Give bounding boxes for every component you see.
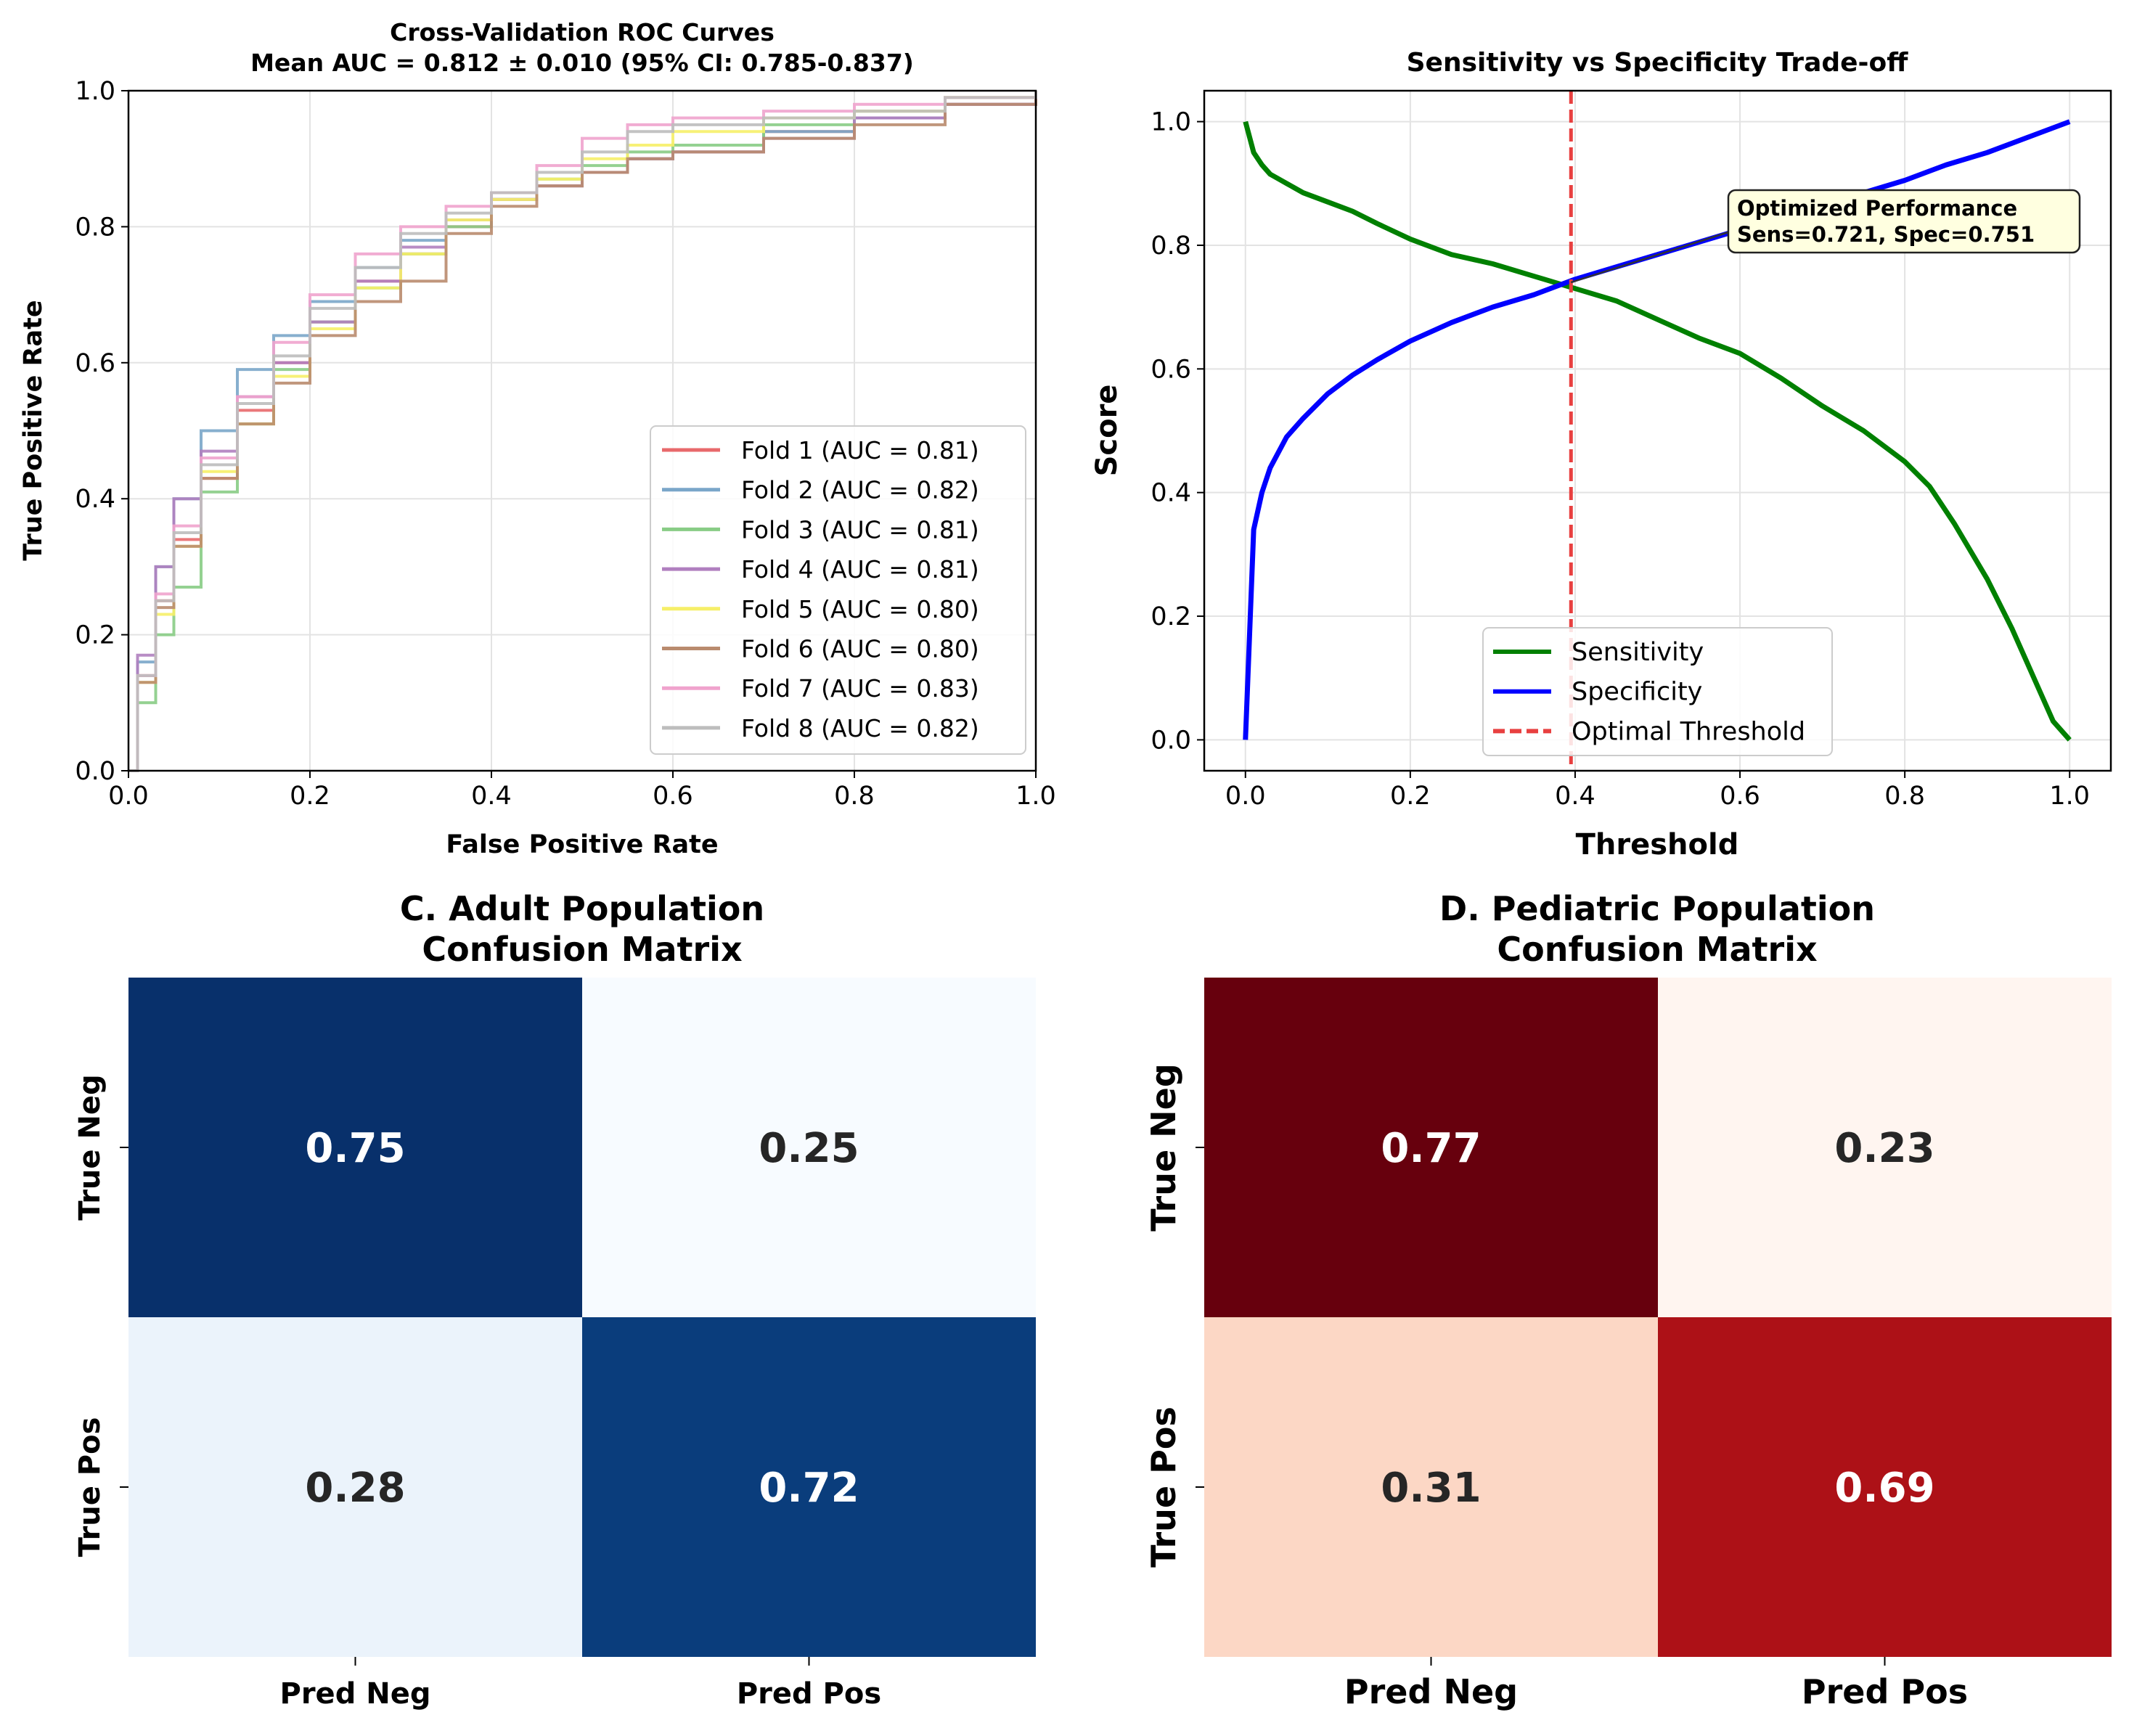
heatmap-cell: [1658, 1317, 2112, 1657]
heatmap-row-label: True Pos: [73, 1417, 107, 1557]
roc-y-axis-label: True Positive Rate: [19, 300, 48, 560]
roc-legend-label: Fold 4 (AUC = 0.81): [741, 555, 979, 584]
tradeoff-y-tick-label: 1.0: [1151, 108, 1191, 137]
heatmap-cell: [582, 1317, 1036, 1657]
heatmap-cell: [128, 1317, 582, 1657]
heatmap-col-label: Pred Neg: [1344, 1672, 1518, 1711]
roc-legend-label: Fold 2 (AUC = 0.82): [741, 476, 979, 504]
heatmap-col-label: Pred Neg: [280, 1677, 431, 1711]
roc-y-tick-label: 0.8: [75, 213, 115, 242]
pediatric-title-line2: Confusion Matrix: [1497, 930, 1817, 969]
adult-title-line1: C. Adult Population: [400, 889, 764, 928]
roc-plot-frame: [127, 89, 1037, 772]
tradeoff-x-tick-label: 0.0: [1225, 782, 1266, 811]
roc-ticks: 0.0 0.2 0.4 0.6 0.8 1.0 0.0 0.2 0.4 0.6 0.8 1.0: [75, 77, 1056, 811]
roc-legend-label: Fold 5 (AUC = 0.80): [741, 595, 979, 623]
roc-curve-fold-6: [128, 91, 1037, 772]
heatmap-cell: [128, 978, 582, 1317]
annotation: Optimized Performance Sens=0.721, Spec=0…: [1570, 189, 2081, 284]
heatmap-cell: [1658, 978, 2112, 1317]
tradeoff-curve-sensitivity: [1243, 120, 2072, 742]
roc-y-tick-label: 0.0: [75, 757, 115, 786]
heatmap-row-label: True Neg: [1144, 1063, 1183, 1232]
roc-legend-label: Fold 6 (AUC = 0.80): [741, 635, 979, 663]
roc-title-line1: Cross-Validation ROC Curves: [390, 18, 775, 46]
pediatric-heatmap-panel: D. Pediatric Population Confusion Matrix…: [1144, 889, 2112, 1711]
tradeoff-y-tick-label: 0.0: [1151, 726, 1191, 755]
tradeoff-legend-label: Sensitivity: [1572, 638, 1704, 667]
tradeoff-legend-label: Specificity: [1572, 678, 1702, 707]
heatmap-row-label: True Neg: [73, 1074, 107, 1220]
adult-title-line2: Confusion Matrix: [422, 930, 742, 969]
roc-legend-label: Fold 1 (AUC = 0.81): [741, 436, 979, 464]
roc-x-tick-label: 0.4: [471, 782, 512, 811]
heatmap-cell-value: 0.69: [1834, 1465, 1934, 1512]
annotation-arrow: [1570, 231, 1729, 284]
roc-x-tick-label: 0.2: [290, 782, 330, 811]
tradeoff-y-tick-label: 0.6: [1151, 355, 1191, 384]
roc-curve-fold-8: [128, 91, 1037, 772]
roc-x-tick-label: 0.8: [834, 782, 875, 811]
tradeoff-y-tick-label: 0.8: [1151, 232, 1191, 261]
tradeoff-panel: Sensitivity vs Specificity Trade-off 0.0…: [1090, 48, 2112, 861]
tradeoff-legend: Sensitivity Specificity Optimal Threshold: [1482, 627, 1833, 756]
roc-curves: [128, 91, 1037, 772]
heatmap-cell-value: 0.28: [305, 1465, 405, 1512]
roc-panel: Cross-Validation ROC Curves Mean AUC = 0…: [19, 18, 1056, 859]
roc-x-axis-label: False Positive Rate: [446, 830, 718, 859]
tradeoff-curve-specificity: [1243, 119, 2071, 740]
roc-y-tick-label: 0.4: [75, 485, 115, 514]
annotation-box: [1727, 189, 2081, 254]
heatmap-col-label: Pred Pos: [1802, 1672, 1968, 1711]
heatmap-cell-value: 0.72: [759, 1465, 859, 1512]
tradeoff-x-axis-label: Threshold: [1576, 828, 1739, 861]
roc-title-line2: Mean AUC = 0.812 ± 0.010 (95% CI: 0.785-…: [250, 49, 914, 77]
roc-y-tick-label: 0.2: [75, 621, 115, 650]
heatmap-cell-value: 0.23: [1834, 1125, 1934, 1172]
heatmap-cell-value: 0.77: [1381, 1125, 1481, 1172]
heatmap-cell: [1204, 978, 1658, 1317]
roc-legend-label: Fold 8 (AUC = 0.82): [741, 714, 979, 742]
pediatric-heatmap: 0.77 0.23 0.31 0.69 True Neg True Pos Pred Neg…: [1144, 978, 2112, 1711]
tradeoff-title: Sensitivity vs Specificity Trade-off: [1407, 48, 1909, 78]
roc-legend-label: Fold 3 (AUC = 0.81): [741, 515, 979, 544]
annotation-line1: Optimized Performance: [1737, 196, 2017, 221]
tradeoff-legend-label: Optimal Threshold: [1572, 717, 1805, 746]
roc-legend-box: [650, 425, 1026, 755]
tradeoff-x-tick-label: 0.6: [1720, 782, 1760, 811]
tradeoff-y-axis-label: Score: [1090, 385, 1124, 477]
annotation-line2: Sens=0.721, Spec=0.751: [1737, 222, 2035, 247]
roc-y-tick-label: 0.6: [75, 349, 115, 378]
heatmap-cell-value: 0.75: [305, 1125, 405, 1172]
tradeoff-x-tick-label: 1.0: [2049, 782, 2090, 811]
adult-heatmap: 0.75 0.25 0.28 0.72 True Neg True Pos Pred Neg…: [73, 978, 1036, 1711]
tradeoff-y-tick-label: 0.2: [1151, 602, 1191, 631]
tradeoff-legend-box: [1482, 627, 1833, 756]
tradeoff-y-tick-label: 0.4: [1151, 479, 1191, 508]
tradeoff-x-tick-label: 0.4: [1555, 782, 1595, 811]
roc-x-tick-label: 0.6: [653, 782, 693, 811]
tradeoff-plot-frame: [1203, 89, 2112, 772]
tradeoff-ticks: 0.0 0.2 0.4 0.6 0.8 1.0 0.0 0.2 0.4 0.6 0.8 1.0: [1151, 108, 2090, 811]
tradeoff-x-tick-label: 0.2: [1390, 782, 1431, 811]
heatmap-cell: [582, 978, 1036, 1317]
tradeoff-grid: [1204, 91, 2111, 771]
roc-legend: Fold 1 (AUC = 0.81) Fold 2 (AUC = 0.82) Fo…: [650, 425, 1026, 755]
heatmap-cell-value: 0.31: [1381, 1465, 1481, 1512]
roc-x-tick-label: 1.0: [1016, 782, 1056, 811]
roc-legend-label: Fold 7 (AUC = 0.83): [741, 674, 979, 703]
tradeoff-x-tick-label: 0.8: [1884, 782, 1925, 811]
roc-y-tick-label: 1.0: [75, 77, 115, 106]
heatmap-col-label: Pred Pos: [737, 1677, 881, 1711]
heatmap-row-label: True Pos: [1144, 1407, 1183, 1568]
pediatric-title-line1: D. Pediatric Population: [1439, 889, 1875, 928]
heatmap-cell-value: 0.25: [759, 1125, 859, 1172]
heatmap-cell: [1204, 1317, 1658, 1657]
adult-heatmap-panel: C. Adult Population Confusion Matrix 0.7…: [73, 889, 1036, 1711]
roc-x-tick-label: 0.0: [108, 782, 149, 811]
